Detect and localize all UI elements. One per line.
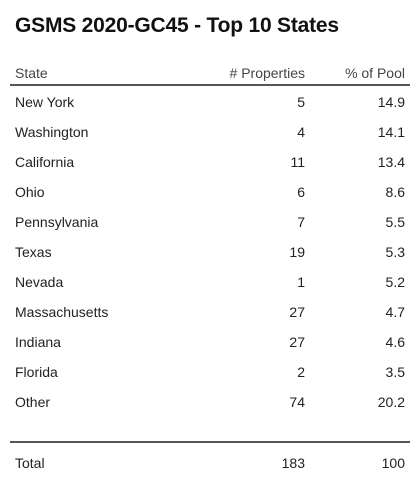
column-header-state: State <box>15 65 48 81</box>
total-pool: 100 <box>381 455 405 471</box>
table-row: Ohio 6 8.6 <box>10 177 410 207</box>
table-row: California 11 13.4 <box>10 147 410 177</box>
cell-state: Texas <box>15 244 52 260</box>
cell-pool: 5.2 <box>385 274 405 290</box>
table-row: Florida 2 3.5 <box>10 357 410 387</box>
cell-properties: 7 <box>297 214 305 230</box>
cell-properties: 74 <box>289 394 305 410</box>
table-row: Other 74 20.2 <box>10 387 410 417</box>
total-label: Total <box>15 455 45 471</box>
table-row: Texas 19 5.3 <box>10 237 410 267</box>
cell-pool: 14.1 <box>377 124 405 140</box>
table-row: Washington 4 14.1 <box>10 117 410 147</box>
cell-state: Indiana <box>15 334 61 350</box>
cell-state: Nevada <box>15 274 64 290</box>
total-row: Total 183 100 <box>10 443 410 483</box>
cell-state: Florida <box>15 364 58 380</box>
page-title: GSMS 2020-GC45 - Top 10 States <box>15 14 339 37</box>
cell-state: Massachusetts <box>15 304 109 320</box>
cell-pool: 5.5 <box>385 214 405 230</box>
table-header: State # Properties % of Pool <box>10 62 410 86</box>
table-row: Indiana 27 4.6 <box>10 327 410 357</box>
cell-state: Washington <box>15 124 89 140</box>
cell-properties: 27 <box>289 304 305 320</box>
cell-state: Pennsylvania <box>15 214 99 230</box>
cell-properties: 11 <box>290 154 305 170</box>
cell-state: Ohio <box>15 184 45 200</box>
total-divider <box>10 441 410 443</box>
cell-pool: 8.6 <box>385 184 405 200</box>
total-properties: 183 <box>281 455 305 471</box>
table-row: Massachusetts 27 4.7 <box>10 297 410 327</box>
cell-properties: 1 <box>297 274 305 290</box>
table-body: New York 5 14.9 Washington 4 14.1 California 11… <box>10 87 410 417</box>
cell-pool: 13.4 <box>377 154 405 170</box>
cell-pool: 4.7 <box>385 304 405 320</box>
cell-properties: 4 <box>297 124 305 140</box>
column-header-properties: # Properties <box>229 65 305 81</box>
cell-properties: 27 <box>289 334 305 350</box>
cell-pool: 4.6 <box>385 334 405 350</box>
table-row: Nevada 1 5.2 <box>10 267 410 297</box>
cell-properties: 5 <box>297 94 305 110</box>
cell-properties: 2 <box>297 364 305 380</box>
cell-state: Other <box>15 394 51 410</box>
table-row: Pennsylvania 7 5.5 <box>10 207 410 237</box>
cell-pool: 14.9 <box>377 94 405 110</box>
states-table: State # Properties % of Pool New York 5 14… <box>10 62 410 483</box>
cell-state: New York <box>15 94 75 110</box>
cell-pool: 20.2 <box>377 394 405 410</box>
cell-pool: 5.3 <box>385 244 405 260</box>
cell-pool: 3.5 <box>385 364 405 380</box>
cell-properties: 6 <box>297 184 305 200</box>
cell-properties: 19 <box>289 244 305 260</box>
column-header-pool: % of Pool <box>345 65 405 81</box>
table-row: New York 5 14.9 <box>10 87 410 117</box>
cell-state: California <box>15 154 75 170</box>
